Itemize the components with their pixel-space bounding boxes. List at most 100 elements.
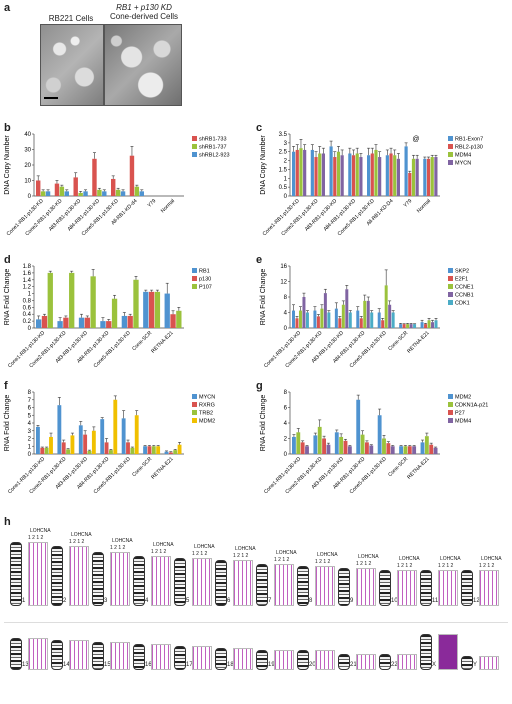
bar-rb1-exon7 <box>367 155 371 196</box>
bar-ccnb1 <box>409 324 413 328</box>
x-tick-label: Cone1-RB1-p130-KD <box>7 456 46 495</box>
legend-label: P107 <box>199 285 212 291</box>
y-tick-label: 4 <box>284 421 288 427</box>
loh-cna-grid <box>479 656 499 670</box>
legend-swatch <box>192 410 197 415</box>
y-tick-label: 5 <box>28 413 32 419</box>
legend-swatch <box>192 276 197 281</box>
legend-swatch <box>192 152 197 157</box>
bar-mycn <box>378 157 382 196</box>
chromosome-number: 12 <box>473 598 480 604</box>
chromosome-1 <box>10 542 22 606</box>
bar-mdm2 <box>91 430 96 454</box>
chromosome-8 <box>297 566 309 606</box>
bar-ccne1 <box>427 320 431 328</box>
header-numbers: 1 2 1 2 <box>315 559 331 565</box>
y-tick-label: 0 <box>284 452 288 458</box>
bar-mdm2 <box>377 415 382 454</box>
bar-ccne1 <box>363 300 367 328</box>
bar-rb1 <box>164 293 170 328</box>
chromosome-number: 1 <box>22 598 26 604</box>
bar-rxrg <box>126 442 130 454</box>
bar-skp2 <box>420 322 424 328</box>
x-tick-label: Cone2-RB1-p130-KD <box>284 330 323 369</box>
chromosome-15 <box>92 642 104 670</box>
bar-p107 <box>69 272 75 328</box>
legend-swatch <box>192 394 197 399</box>
bar-shrbl2-923 <box>139 191 144 196</box>
loh-label: LOH <box>71 532 82 538</box>
bar-rb1 <box>36 319 42 328</box>
bar-rxrg <box>168 452 173 454</box>
loh-label: LOH <box>276 550 287 556</box>
loh-cna-grid <box>274 650 294 670</box>
karyotype-panel: 1 LOH CNA 1 2 1 2 2 LOH CNA 1 2 1 2 3 LOH CNA 1 2 1… <box>0 526 512 700</box>
loh-cna-grid <box>397 570 417 606</box>
legend-swatch <box>448 136 453 141</box>
panel-label-b: b <box>4 122 11 134</box>
bar-mdm4 <box>374 149 378 196</box>
chromosome-18 <box>215 648 227 670</box>
y-axis-label: RNA Fold Change <box>260 395 267 452</box>
bar-skp2 <box>313 310 317 328</box>
x-tick-label: Cone1-RB1-p130-KD <box>263 456 302 495</box>
legend-swatch <box>192 268 197 273</box>
loh-label: LOH <box>358 554 369 560</box>
bar-mycn <box>434 157 438 196</box>
bar-cdk1 <box>327 312 331 328</box>
bar-shrb1-737 <box>40 191 46 196</box>
y-tick-label: 40 <box>24 132 31 138</box>
panel-label-g: g <box>256 380 263 392</box>
bar-rxrg <box>147 446 152 454</box>
y-tick-label: 0 <box>28 326 32 332</box>
bar-rb1 <box>143 291 149 328</box>
bar-mycn <box>121 418 126 454</box>
bar-ccne1 <box>406 324 410 328</box>
x-tick-label: Cone5-RB1-p130-KD <box>93 456 132 495</box>
bar-rxrg <box>40 447 45 454</box>
bar-p130 <box>106 321 112 328</box>
y-tick-label: 1.5 <box>279 167 288 173</box>
bar-mdm4 <box>305 446 309 454</box>
legend-swatch <box>448 144 453 149</box>
bar-shrb1-733 <box>73 177 78 196</box>
header-numbers: 1 2 1 2 <box>69 539 85 545</box>
bar-rbl2-p130 <box>295 149 299 196</box>
y-tick-label: 4 <box>28 421 32 427</box>
bar-skp2 <box>356 310 360 328</box>
loh-cna-grid <box>151 556 171 606</box>
y-tick-label: 0.2 <box>23 319 32 325</box>
bar-mdm4 <box>393 155 397 196</box>
bar-cdkn1a-p21 <box>317 426 322 454</box>
x-tick-label: Cone-SCR <box>131 456 153 478</box>
bar-trb2 <box>87 450 92 454</box>
header-numbers: 1 2 1 2 <box>151 549 167 555</box>
cna-label: CNA <box>491 556 502 562</box>
y-tick-label: 1.2 <box>23 285 32 291</box>
header-numbers: 1 2 1 2 <box>479 563 495 569</box>
bar-cdkn1a-p21 <box>424 436 429 454</box>
bar-mycn <box>415 158 419 196</box>
micrograph-right-label-line1: RB1 + p130 KD <box>116 3 172 12</box>
y-axis-label: RNA Fold Change <box>4 269 11 326</box>
cna-label: CNA <box>368 554 379 560</box>
loh-cna-grid <box>233 648 253 670</box>
loh-cna-grid <box>397 654 417 670</box>
bar-p130 <box>63 317 69 328</box>
bar-rxrg <box>104 442 109 454</box>
micrograph-right-label-line2: Cone-derived Cells <box>109 12 179 21</box>
bar-mdm4 <box>355 153 359 196</box>
bar-rxrg <box>61 442 66 454</box>
y-tick-label: 0 <box>284 326 288 332</box>
y-tick-label: 3 <box>28 429 32 435</box>
chromosome-number: 22 <box>391 662 398 668</box>
y-tick-label: 1 <box>284 176 288 182</box>
y-tick-label: 8 <box>284 295 288 301</box>
bar-cdk1 <box>391 312 395 328</box>
x-tick-label: Cone-SCR <box>387 330 409 352</box>
cna-label: CNA <box>40 528 51 534</box>
bar-mycn <box>359 157 363 196</box>
chromosome-number: 17 <box>186 662 193 668</box>
chromosome-number: Y <box>473 662 478 668</box>
legend-swatch <box>448 292 453 297</box>
